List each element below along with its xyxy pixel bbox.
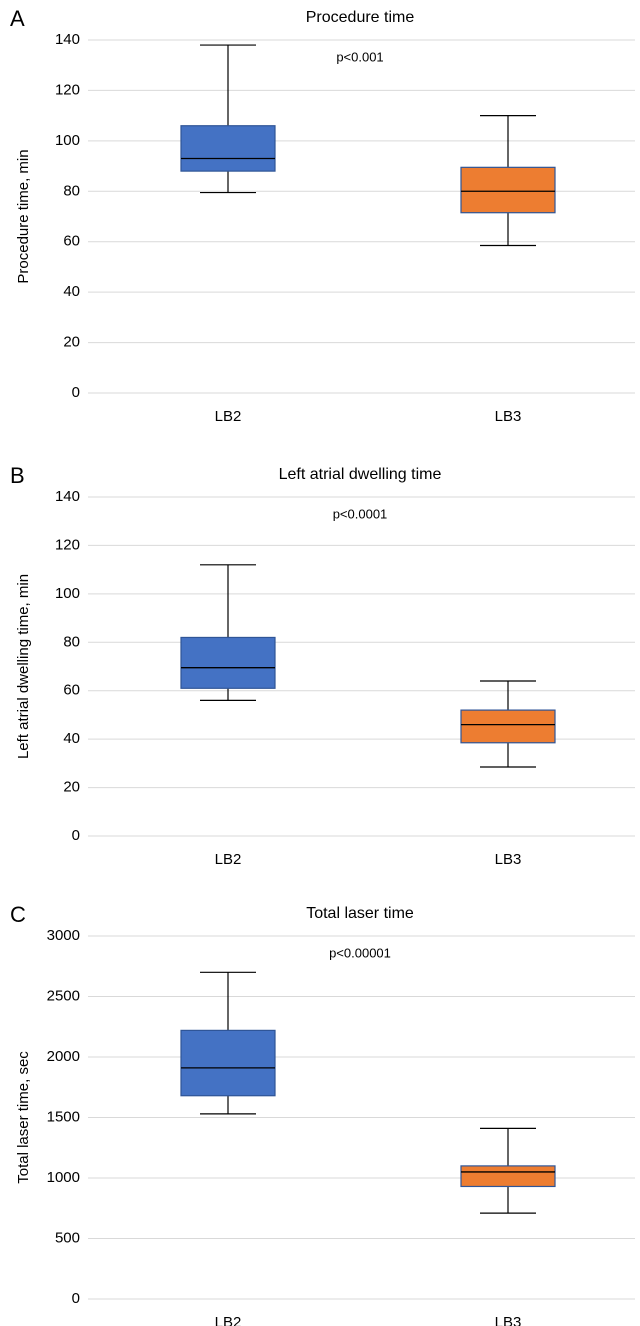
box: [460, 166, 556, 214]
y-axis-label: Left atrial dwelling time, min: [15, 574, 32, 759]
y-axis-label: Total laser time, sec: [15, 1051, 32, 1184]
annotation: p<0.0001: [333, 506, 388, 521]
y-tick-label: 140: [55, 31, 80, 48]
box: [180, 636, 276, 689]
y-tick-label: 120: [55, 536, 80, 553]
x-tick-label: LB2: [215, 408, 242, 425]
panel-letter: C: [10, 902, 26, 927]
y-tick-label: 80: [63, 182, 80, 199]
x-tick-label: LB2: [215, 1314, 242, 1326]
y-tick-label: 20: [63, 334, 80, 351]
y-tick-label: 3000: [47, 927, 80, 944]
chart-title: Left atrial dwelling time: [279, 466, 442, 483]
y-tick-label: 1500: [47, 1108, 80, 1125]
panel-letter: B: [10, 463, 25, 488]
annotation: p<0.001: [336, 49, 383, 64]
y-tick-label: 1000: [47, 1169, 80, 1186]
x-tick-label: LB3: [495, 1314, 522, 1326]
box: [460, 1165, 556, 1188]
y-tick-label: 500: [55, 1229, 80, 1246]
y-tick-label: 0: [72, 827, 80, 844]
x-tick-label: LB3: [495, 408, 522, 425]
y-tick-label: 40: [63, 283, 80, 300]
chart-title: Total laser time: [306, 905, 414, 922]
x-tick-label: LB3: [495, 851, 522, 868]
y-tick-label: 2500: [47, 987, 80, 1004]
y-axis-label: Procedure time, min: [15, 149, 32, 283]
y-tick-label: 140: [55, 488, 80, 505]
panel-letter: A: [10, 6, 25, 31]
y-tick-label: 0: [72, 384, 80, 401]
y-tick-label: 2000: [47, 1048, 80, 1065]
box: [180, 1029, 276, 1097]
y-tick-label: 60: [63, 233, 80, 250]
y-tick-label: 100: [55, 132, 80, 149]
box: [180, 125, 276, 172]
box: [460, 709, 556, 744]
y-tick-label: 0: [72, 1290, 80, 1307]
y-tick-label: 120: [55, 81, 80, 98]
y-tick-label: 80: [63, 633, 80, 650]
y-tick-label: 60: [63, 682, 80, 699]
x-tick-label: LB2: [215, 851, 242, 868]
y-tick-label: 40: [63, 730, 80, 747]
y-tick-label: 100: [55, 585, 80, 602]
y-tick-label: 20: [63, 779, 80, 796]
chart-title: Procedure time: [306, 9, 415, 26]
annotation: p<0.00001: [329, 945, 391, 960]
